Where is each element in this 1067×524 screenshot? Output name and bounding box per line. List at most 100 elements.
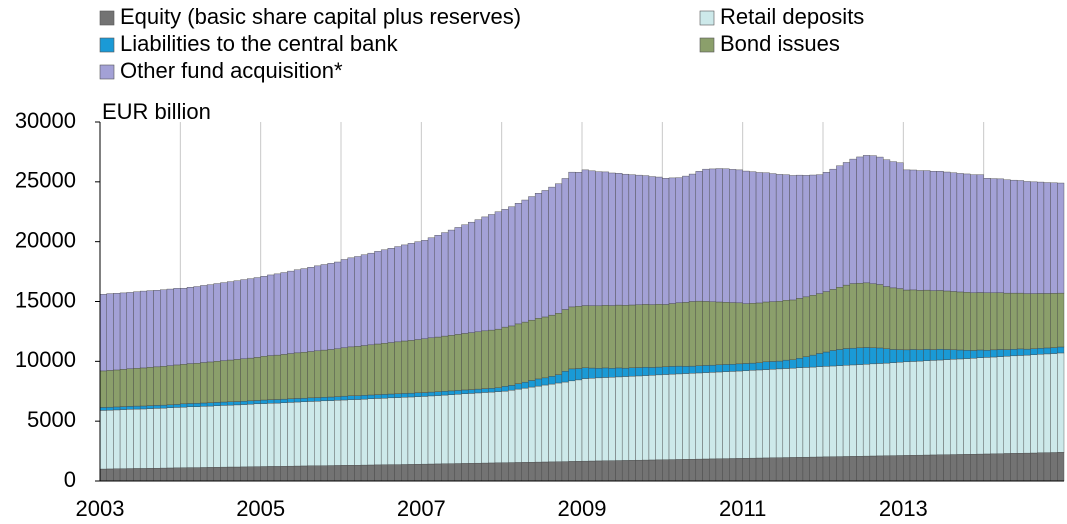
bar-segment xyxy=(662,366,670,375)
bar-segment xyxy=(1010,292,1018,350)
bar-segment xyxy=(240,466,248,482)
bar-segment xyxy=(354,465,362,482)
bar-segment xyxy=(862,347,871,365)
bar-segment xyxy=(106,409,114,470)
bar-segment xyxy=(708,372,717,460)
bar-segment xyxy=(642,366,650,376)
bar-segment xyxy=(494,462,502,482)
bar-segment xyxy=(802,456,810,482)
bar-segment xyxy=(849,456,857,482)
bar-segment xyxy=(862,155,871,284)
bar-segment xyxy=(253,357,261,401)
bar-segment xyxy=(521,199,529,323)
bar-segment xyxy=(762,172,770,303)
x-tick-label: 2003 xyxy=(76,496,125,521)
bar-segment xyxy=(367,344,375,396)
bar-segment xyxy=(414,339,422,394)
bar-segment xyxy=(976,349,984,358)
bar-segment xyxy=(180,406,188,468)
bar-segment xyxy=(702,458,710,482)
bar-segment xyxy=(608,368,616,378)
bar-segment xyxy=(675,302,683,367)
bar-segment xyxy=(334,261,342,349)
bar-segment xyxy=(153,408,161,469)
bar-segment xyxy=(193,286,201,364)
bar-segment xyxy=(829,350,837,367)
legend-label: Liabilities to the central bank xyxy=(120,31,399,56)
bar-segment xyxy=(749,457,757,482)
bar-segment xyxy=(842,162,850,286)
bar-segment xyxy=(273,402,281,467)
bar-segment xyxy=(407,464,415,482)
bar-segment xyxy=(655,366,663,376)
bar-segment xyxy=(461,389,469,394)
bar-segment xyxy=(595,460,603,482)
bar-segment xyxy=(943,454,951,482)
bar-segment xyxy=(280,466,288,482)
bar-segment xyxy=(160,289,168,367)
bar-segment xyxy=(494,211,502,330)
bar-segment xyxy=(1016,292,1025,350)
bar-segment xyxy=(427,237,435,338)
bar-segment xyxy=(916,360,924,456)
bar-segment xyxy=(648,367,656,376)
bar-segment xyxy=(688,459,697,482)
bar-segment xyxy=(521,462,529,482)
bar-segment xyxy=(226,401,235,406)
bar-segment xyxy=(836,456,844,482)
bar-segment xyxy=(789,359,797,369)
bar-segment xyxy=(113,369,121,408)
bar-segment xyxy=(648,304,656,368)
bar-segment xyxy=(561,371,569,383)
bar-segment xyxy=(615,376,623,461)
bar-segment xyxy=(729,371,737,459)
bar-segment xyxy=(668,373,676,460)
bar-segment xyxy=(380,464,389,482)
bar-segment xyxy=(729,458,737,482)
bar-segment xyxy=(621,305,630,369)
bar-segment xyxy=(896,455,904,482)
bar-segment xyxy=(461,333,469,391)
bar-segment xyxy=(387,248,395,343)
bar-segment xyxy=(943,349,951,360)
bar-segment xyxy=(380,394,389,399)
bar-segment xyxy=(347,257,355,348)
bar-segment xyxy=(976,292,984,351)
bar-segment xyxy=(936,171,944,291)
bar-segment xyxy=(374,343,382,395)
bar-segment xyxy=(575,172,583,307)
bar-segment xyxy=(146,405,154,409)
bar-segment xyxy=(722,458,730,482)
bar-segment xyxy=(320,397,328,402)
bar-segment xyxy=(447,390,456,395)
legend-swatch xyxy=(99,64,115,80)
bar-segment xyxy=(983,453,991,482)
bar-segment xyxy=(849,347,857,366)
bar-segment xyxy=(742,370,750,459)
bar-segment xyxy=(856,347,864,365)
bar-segment xyxy=(273,354,281,400)
bar-segment xyxy=(434,235,442,338)
bar-segment xyxy=(441,463,449,482)
bar-segment xyxy=(454,390,462,395)
bar-segment xyxy=(106,406,114,411)
bar-segment xyxy=(334,348,342,397)
bar-segment xyxy=(488,214,496,331)
bar-segment xyxy=(528,380,536,388)
bar-segment xyxy=(923,454,931,482)
bar-segment xyxy=(963,454,971,482)
bar-segment xyxy=(206,405,215,468)
bar-segment xyxy=(166,467,174,482)
bar-segment xyxy=(213,402,221,406)
bar-segment xyxy=(970,453,978,482)
bar-segment xyxy=(655,374,663,461)
bar-segment xyxy=(421,463,429,482)
bar-segment xyxy=(869,347,877,365)
y-tick-label: 25000 xyxy=(15,168,76,193)
bar-segment xyxy=(401,393,409,398)
bar-segment xyxy=(775,457,784,482)
bar-segment xyxy=(909,361,917,456)
bar-segment xyxy=(588,305,596,369)
bar-segment xyxy=(1023,293,1031,350)
bar-segment xyxy=(782,457,790,482)
